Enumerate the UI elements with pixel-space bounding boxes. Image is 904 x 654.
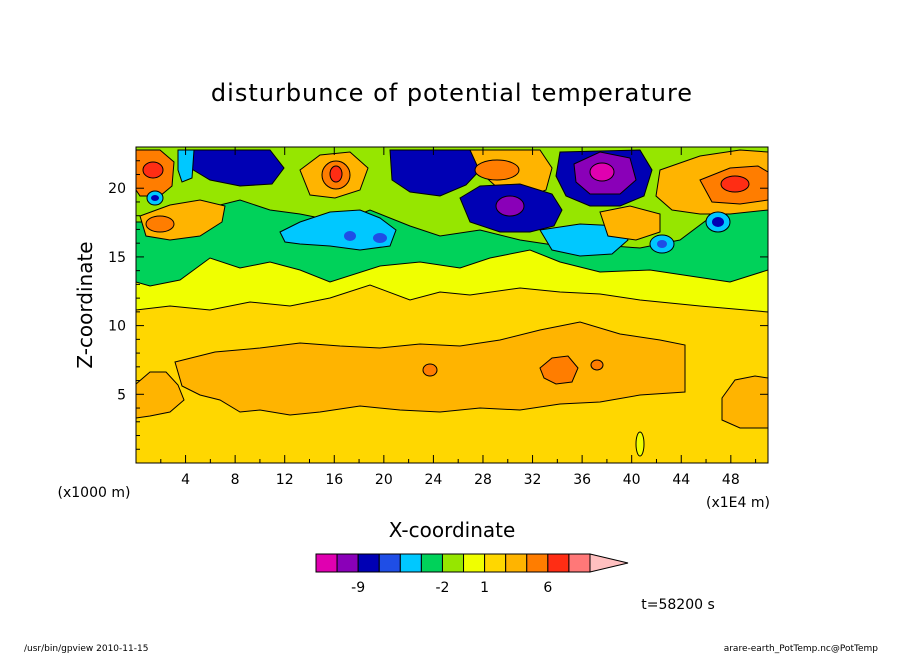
x-tick-label: 8 [231, 472, 240, 488]
colorbar-swatch [463, 553, 486, 573]
blob-upper-red-1 [142, 161, 164, 179]
x-tick-label: 4 [181, 472, 190, 488]
y-axis: 5 10 15 20 [108, 160, 768, 450]
blob-upper-magenta-1 [589, 162, 615, 182]
x-tick-label: 28 [474, 472, 492, 488]
x-tick-label: 20 [375, 472, 393, 488]
plot-frame [135, 146, 769, 464]
colorbar-swatch [315, 553, 338, 573]
blob-upper-red-3 [720, 175, 750, 193]
blob-upper-orange-7 [474, 159, 520, 181]
blob-upper-blue-2 [189, 149, 285, 187]
colorbar-swatch [547, 553, 570, 573]
blob-upper-orange-10 [599, 205, 661, 241]
colorbar-label: -2 [435, 580, 449, 596]
blob-orange-b [539, 355, 579, 385]
footer-left: /usr/bin/gpview 2010-11-15 [24, 644, 148, 654]
blob-upper-purple-1 [495, 195, 525, 217]
colorbar-swatch [505, 553, 528, 573]
blob-upper-blue-4 [344, 231, 356, 241]
colorbar [315, 553, 629, 573]
colorbar-label: 6 [543, 580, 552, 596]
colorbar-swatch [420, 553, 443, 573]
blob-orange-a [422, 363, 438, 377]
blob-upper-blue-3 [373, 233, 387, 243]
x-tick-label: 36 [573, 472, 591, 488]
colorbar-swatch [484, 553, 507, 573]
blob-upper-cyan-3 [279, 209, 397, 251]
blob-upper-cyan-6 [539, 223, 629, 257]
blob-upper-orange-3 [145, 215, 175, 233]
contour-field [136, 147, 768, 463]
colorbar-swatch [399, 553, 422, 573]
y-tick-label: 10 [108, 319, 126, 335]
colorbar-swatch [336, 553, 359, 573]
blob-yellow-low [635, 431, 645, 457]
blob-upper-blue-1 [151, 195, 159, 201]
blob-orange-c [590, 359, 604, 371]
blob-upper-cyan-2 [177, 149, 195, 183]
colorbar-swatch [568, 553, 591, 573]
colorbar-swatch [357, 553, 380, 573]
colorbar-swatch [441, 553, 465, 573]
colorbar-swatch [526, 553, 549, 573]
x-tick-label: 12 [276, 472, 294, 488]
colorbar-label: 1 [480, 580, 489, 596]
x-axis-label: X-coordinate [389, 518, 516, 542]
y-axis-label: Z-coordinate [73, 241, 97, 368]
x-tick-label: 24 [424, 472, 442, 488]
blob-upper-red-2 [329, 165, 343, 183]
time-label: t=58200 s [641, 597, 715, 613]
x-unit-left: (x1000 m) [58, 485, 131, 501]
colorbar-label: -9 [351, 580, 365, 596]
x-tick-label: 44 [672, 472, 690, 488]
band-orange-right [721, 375, 768, 429]
x-unit-right: (x1E4 m) [706, 495, 770, 511]
y-tick-label: 20 [108, 181, 126, 197]
band-orange-left [136, 371, 185, 419]
x-tick-label: 48 [722, 472, 740, 488]
blob-upper-blue-9 [657, 240, 667, 248]
colorbar-labels: -9 -2 1 6 [351, 580, 552, 596]
blob-upper-blue-8 [712, 217, 724, 227]
x-tick-label: 40 [623, 472, 641, 488]
x-tick-label: 32 [524, 472, 542, 488]
x-axis: 4 8 12 16 20 24 28 32 36 40 44 48 [160, 147, 757, 488]
chart-title: disturbunce of potential temperature [211, 79, 693, 107]
y-tick-label: 15 [108, 250, 126, 266]
colorbar-arrow [589, 553, 629, 573]
footer-right: arare-earth_PotTemp.nc@PotTemp [724, 644, 879, 654]
x-tick-label: 16 [325, 472, 343, 488]
colorbar-swatch [378, 553, 401, 573]
y-tick-label: 5 [117, 387, 126, 403]
